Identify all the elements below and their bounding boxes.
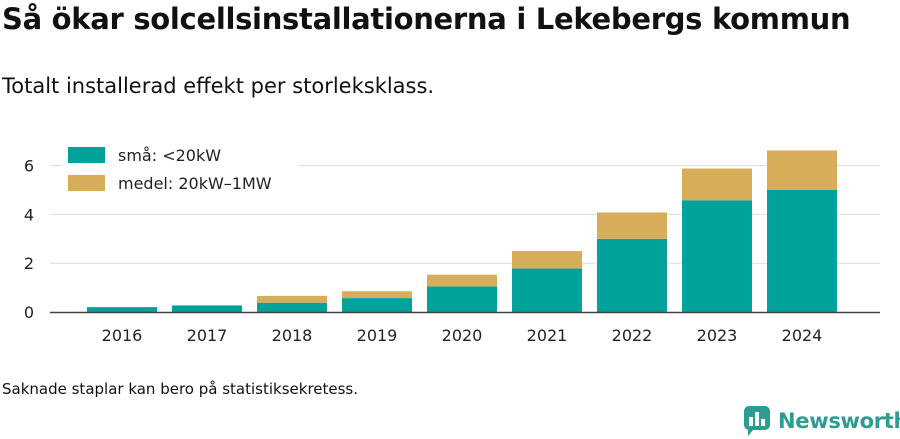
legend: små: <20kW medel: 20kW–1MW (62, 139, 298, 201)
bar-2024-series-1 (767, 190, 837, 312)
bar-2023-series-1 (682, 200, 752, 312)
x-tick-label: 2023 (697, 326, 738, 345)
x-tick-label: 2016 (102, 326, 143, 345)
bar-2018-series-2 (257, 295, 327, 303)
stacked-bar-chart: 0 2 4 6 2016 2017 2018 2019 2020 2021 2022 2023 2024… (23, 139, 880, 345)
bars (87, 150, 837, 312)
footnote: Saknade staplar kan bero på statistiksek… (2, 380, 359, 398)
bar-2021-series-1 (512, 268, 582, 312)
y-tick-label: 6 (24, 157, 34, 176)
x-tick-label: 2020 (442, 326, 483, 345)
chart-title: Så ökar solcellsinstallationerna i Lekeb… (2, 2, 851, 36)
bar-2019-series-1 (342, 298, 412, 312)
x-tick-label: 2017 (187, 326, 228, 345)
y-tick-label: 4 (24, 205, 34, 224)
chart-subtitle: Totalt installerad effekt per storlekskl… (2, 74, 435, 98)
legend-swatch-1 (68, 147, 105, 163)
bar-2019-series-2 (342, 291, 412, 299)
brand-name: Newsworthy (778, 409, 900, 433)
brand-logo: Newsworthy (744, 406, 900, 436)
bar-2023-series-2 (682, 168, 752, 201)
bar-2016-series-1 (87, 307, 157, 312)
x-tick-label: 2019 (357, 326, 398, 345)
x-tick-label: 2021 (527, 326, 568, 345)
bar-2020-series-2 (427, 274, 497, 287)
y-tick-label: 0 (24, 303, 34, 322)
x-tick-label: 2024 (782, 326, 823, 345)
bar-2022-series-2 (597, 212, 667, 239)
legend-label-2: medel: 20kW–1MW (118, 174, 272, 193)
x-tick-label: 2022 (612, 326, 653, 345)
bar-2020-series-1 (427, 286, 497, 312)
axes: 0 2 4 6 2016 2017 2018 2019 2020 2021 2022 2023 2024 (24, 157, 880, 345)
bar-2021-series-2 (512, 251, 582, 269)
bar-2018-series-1 (257, 302, 327, 312)
bar-2022-series-1 (597, 238, 667, 312)
x-tick-label: 2018 (272, 326, 313, 345)
bar-2024-series-2 (767, 150, 837, 190)
legend-swatch-2 (68, 175, 105, 191)
legend-label-1: små: <20kW (118, 146, 221, 165)
newsworthy-logo-icon (744, 406, 770, 436)
bar-2017-series-1 (172, 305, 242, 312)
y-tick-label: 2 (24, 254, 34, 273)
